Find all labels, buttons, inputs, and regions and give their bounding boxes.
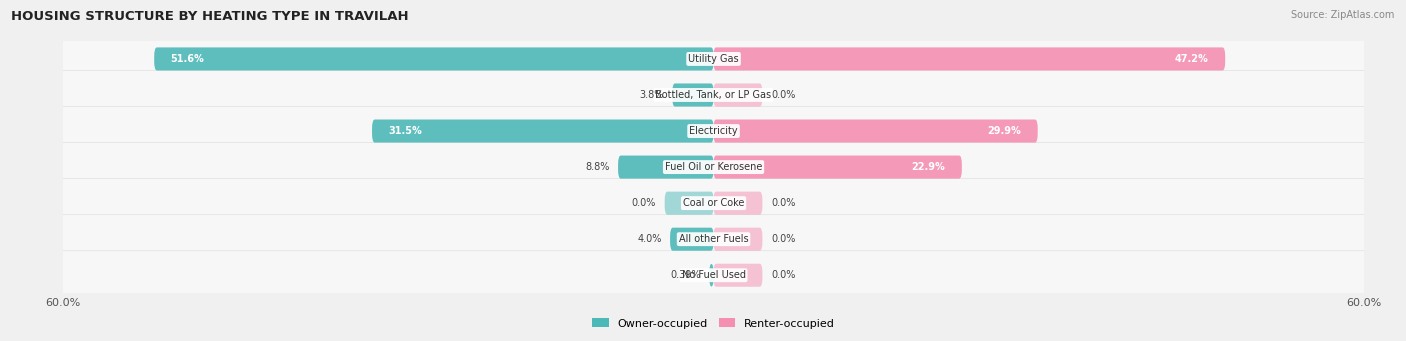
Text: 0.0%: 0.0% — [770, 270, 796, 280]
Text: 4.0%: 4.0% — [637, 234, 661, 244]
FancyBboxPatch shape — [619, 155, 714, 179]
FancyBboxPatch shape — [713, 47, 1225, 71]
Text: Bottled, Tank, or LP Gas: Bottled, Tank, or LP Gas — [655, 90, 772, 100]
FancyBboxPatch shape — [709, 264, 714, 287]
Text: Coal or Coke: Coal or Coke — [683, 198, 744, 208]
FancyBboxPatch shape — [60, 215, 1367, 264]
FancyBboxPatch shape — [60, 34, 1367, 84]
FancyBboxPatch shape — [60, 143, 1367, 192]
Text: 0.0%: 0.0% — [770, 90, 796, 100]
FancyBboxPatch shape — [713, 155, 962, 179]
FancyBboxPatch shape — [60, 179, 1367, 228]
Text: 0.0%: 0.0% — [770, 234, 796, 244]
Text: 0.0%: 0.0% — [770, 198, 796, 208]
FancyBboxPatch shape — [373, 119, 714, 143]
FancyBboxPatch shape — [672, 84, 714, 106]
Legend: Owner-occupied, Renter-occupied: Owner-occupied, Renter-occupied — [588, 314, 839, 333]
Text: Source: ZipAtlas.com: Source: ZipAtlas.com — [1291, 10, 1395, 20]
FancyBboxPatch shape — [713, 119, 1038, 143]
FancyBboxPatch shape — [713, 264, 762, 287]
FancyBboxPatch shape — [713, 228, 762, 251]
FancyBboxPatch shape — [155, 47, 714, 71]
Text: No Fuel Used: No Fuel Used — [682, 270, 745, 280]
Text: 22.9%: 22.9% — [911, 162, 945, 172]
Text: 0.39%: 0.39% — [671, 270, 700, 280]
Text: 47.2%: 47.2% — [1175, 54, 1209, 64]
FancyBboxPatch shape — [713, 84, 762, 106]
Text: 51.6%: 51.6% — [170, 54, 204, 64]
Text: Fuel Oil or Kerosene: Fuel Oil or Kerosene — [665, 162, 762, 172]
Text: 3.8%: 3.8% — [640, 90, 664, 100]
FancyBboxPatch shape — [60, 251, 1367, 300]
FancyBboxPatch shape — [60, 71, 1367, 119]
Text: All other Fuels: All other Fuels — [679, 234, 748, 244]
Text: 0.0%: 0.0% — [631, 198, 657, 208]
FancyBboxPatch shape — [665, 192, 714, 215]
Text: 31.5%: 31.5% — [388, 126, 422, 136]
FancyBboxPatch shape — [671, 228, 714, 251]
FancyBboxPatch shape — [713, 192, 762, 215]
Text: 29.9%: 29.9% — [987, 126, 1021, 136]
Text: Electricity: Electricity — [689, 126, 738, 136]
Text: Utility Gas: Utility Gas — [688, 54, 740, 64]
Text: HOUSING STRUCTURE BY HEATING TYPE IN TRAVILAH: HOUSING STRUCTURE BY HEATING TYPE IN TRA… — [11, 10, 409, 23]
Text: 8.8%: 8.8% — [585, 162, 610, 172]
FancyBboxPatch shape — [60, 106, 1367, 155]
